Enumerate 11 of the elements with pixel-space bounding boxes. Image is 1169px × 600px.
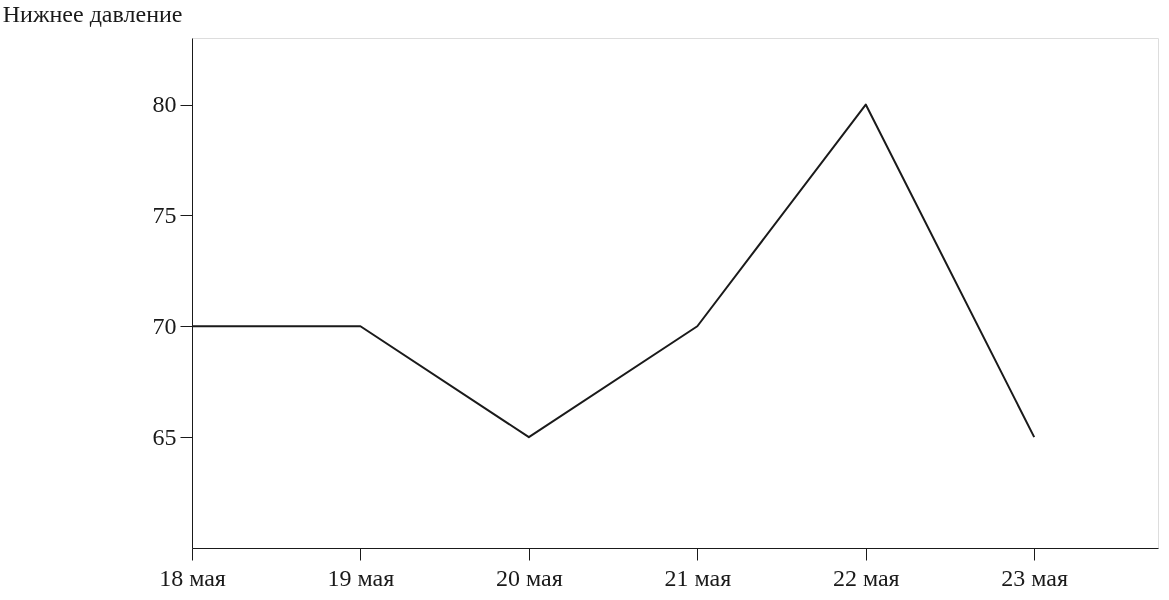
x-tick-label: 19 мая xyxy=(327,564,395,591)
x-tick-label: 18 мая xyxy=(159,564,226,591)
y-tick-label: 65 xyxy=(152,423,177,450)
x-tick-label: 23 мая xyxy=(1001,564,1069,591)
y-axis-title: Нижнее давление xyxy=(2,0,183,27)
y-tick-label: 75 xyxy=(152,201,177,228)
x-tick-label: 20 мая xyxy=(496,564,563,591)
x-tick-label: 21 мая xyxy=(664,564,732,591)
y-tick-label: 80 xyxy=(152,91,177,118)
x-tick-label: 22 мая xyxy=(832,564,900,591)
y-tick-label: 70 xyxy=(152,312,177,339)
